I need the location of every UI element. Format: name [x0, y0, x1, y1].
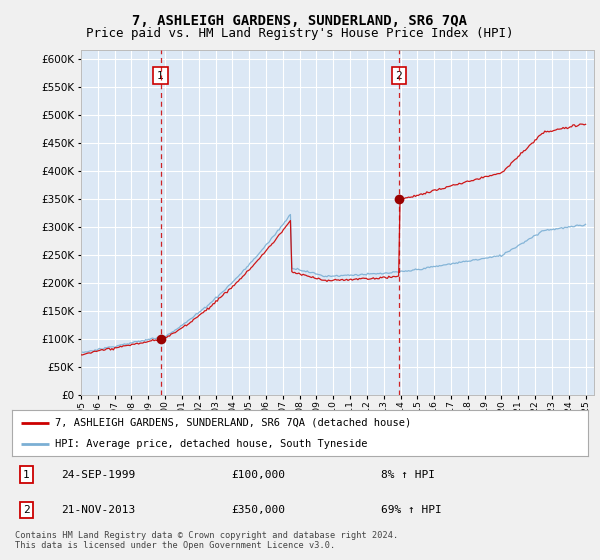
Text: 1: 1	[157, 71, 164, 81]
Text: 21-NOV-2013: 21-NOV-2013	[61, 505, 135, 515]
Text: 2: 2	[395, 71, 402, 81]
Text: £350,000: £350,000	[231, 505, 285, 515]
Text: HPI: Average price, detached house, South Tyneside: HPI: Average price, detached house, Sout…	[55, 439, 368, 449]
Text: 8% ↑ HPI: 8% ↑ HPI	[380, 470, 434, 479]
Text: 69% ↑ HPI: 69% ↑ HPI	[380, 505, 442, 515]
Text: 24-SEP-1999: 24-SEP-1999	[61, 470, 135, 479]
Text: 7, ASHLEIGH GARDENS, SUNDERLAND, SR6 7QA: 7, ASHLEIGH GARDENS, SUNDERLAND, SR6 7QA	[133, 14, 467, 28]
Text: £100,000: £100,000	[231, 470, 285, 479]
Text: 2: 2	[23, 505, 30, 515]
Text: 1: 1	[23, 470, 30, 479]
Text: 7, ASHLEIGH GARDENS, SUNDERLAND, SR6 7QA (detached house): 7, ASHLEIGH GARDENS, SUNDERLAND, SR6 7QA…	[55, 418, 412, 428]
Text: Contains HM Land Registry data © Crown copyright and database right 2024.
This d: Contains HM Land Registry data © Crown c…	[15, 531, 398, 550]
Text: Price paid vs. HM Land Registry's House Price Index (HPI): Price paid vs. HM Land Registry's House …	[86, 27, 514, 40]
